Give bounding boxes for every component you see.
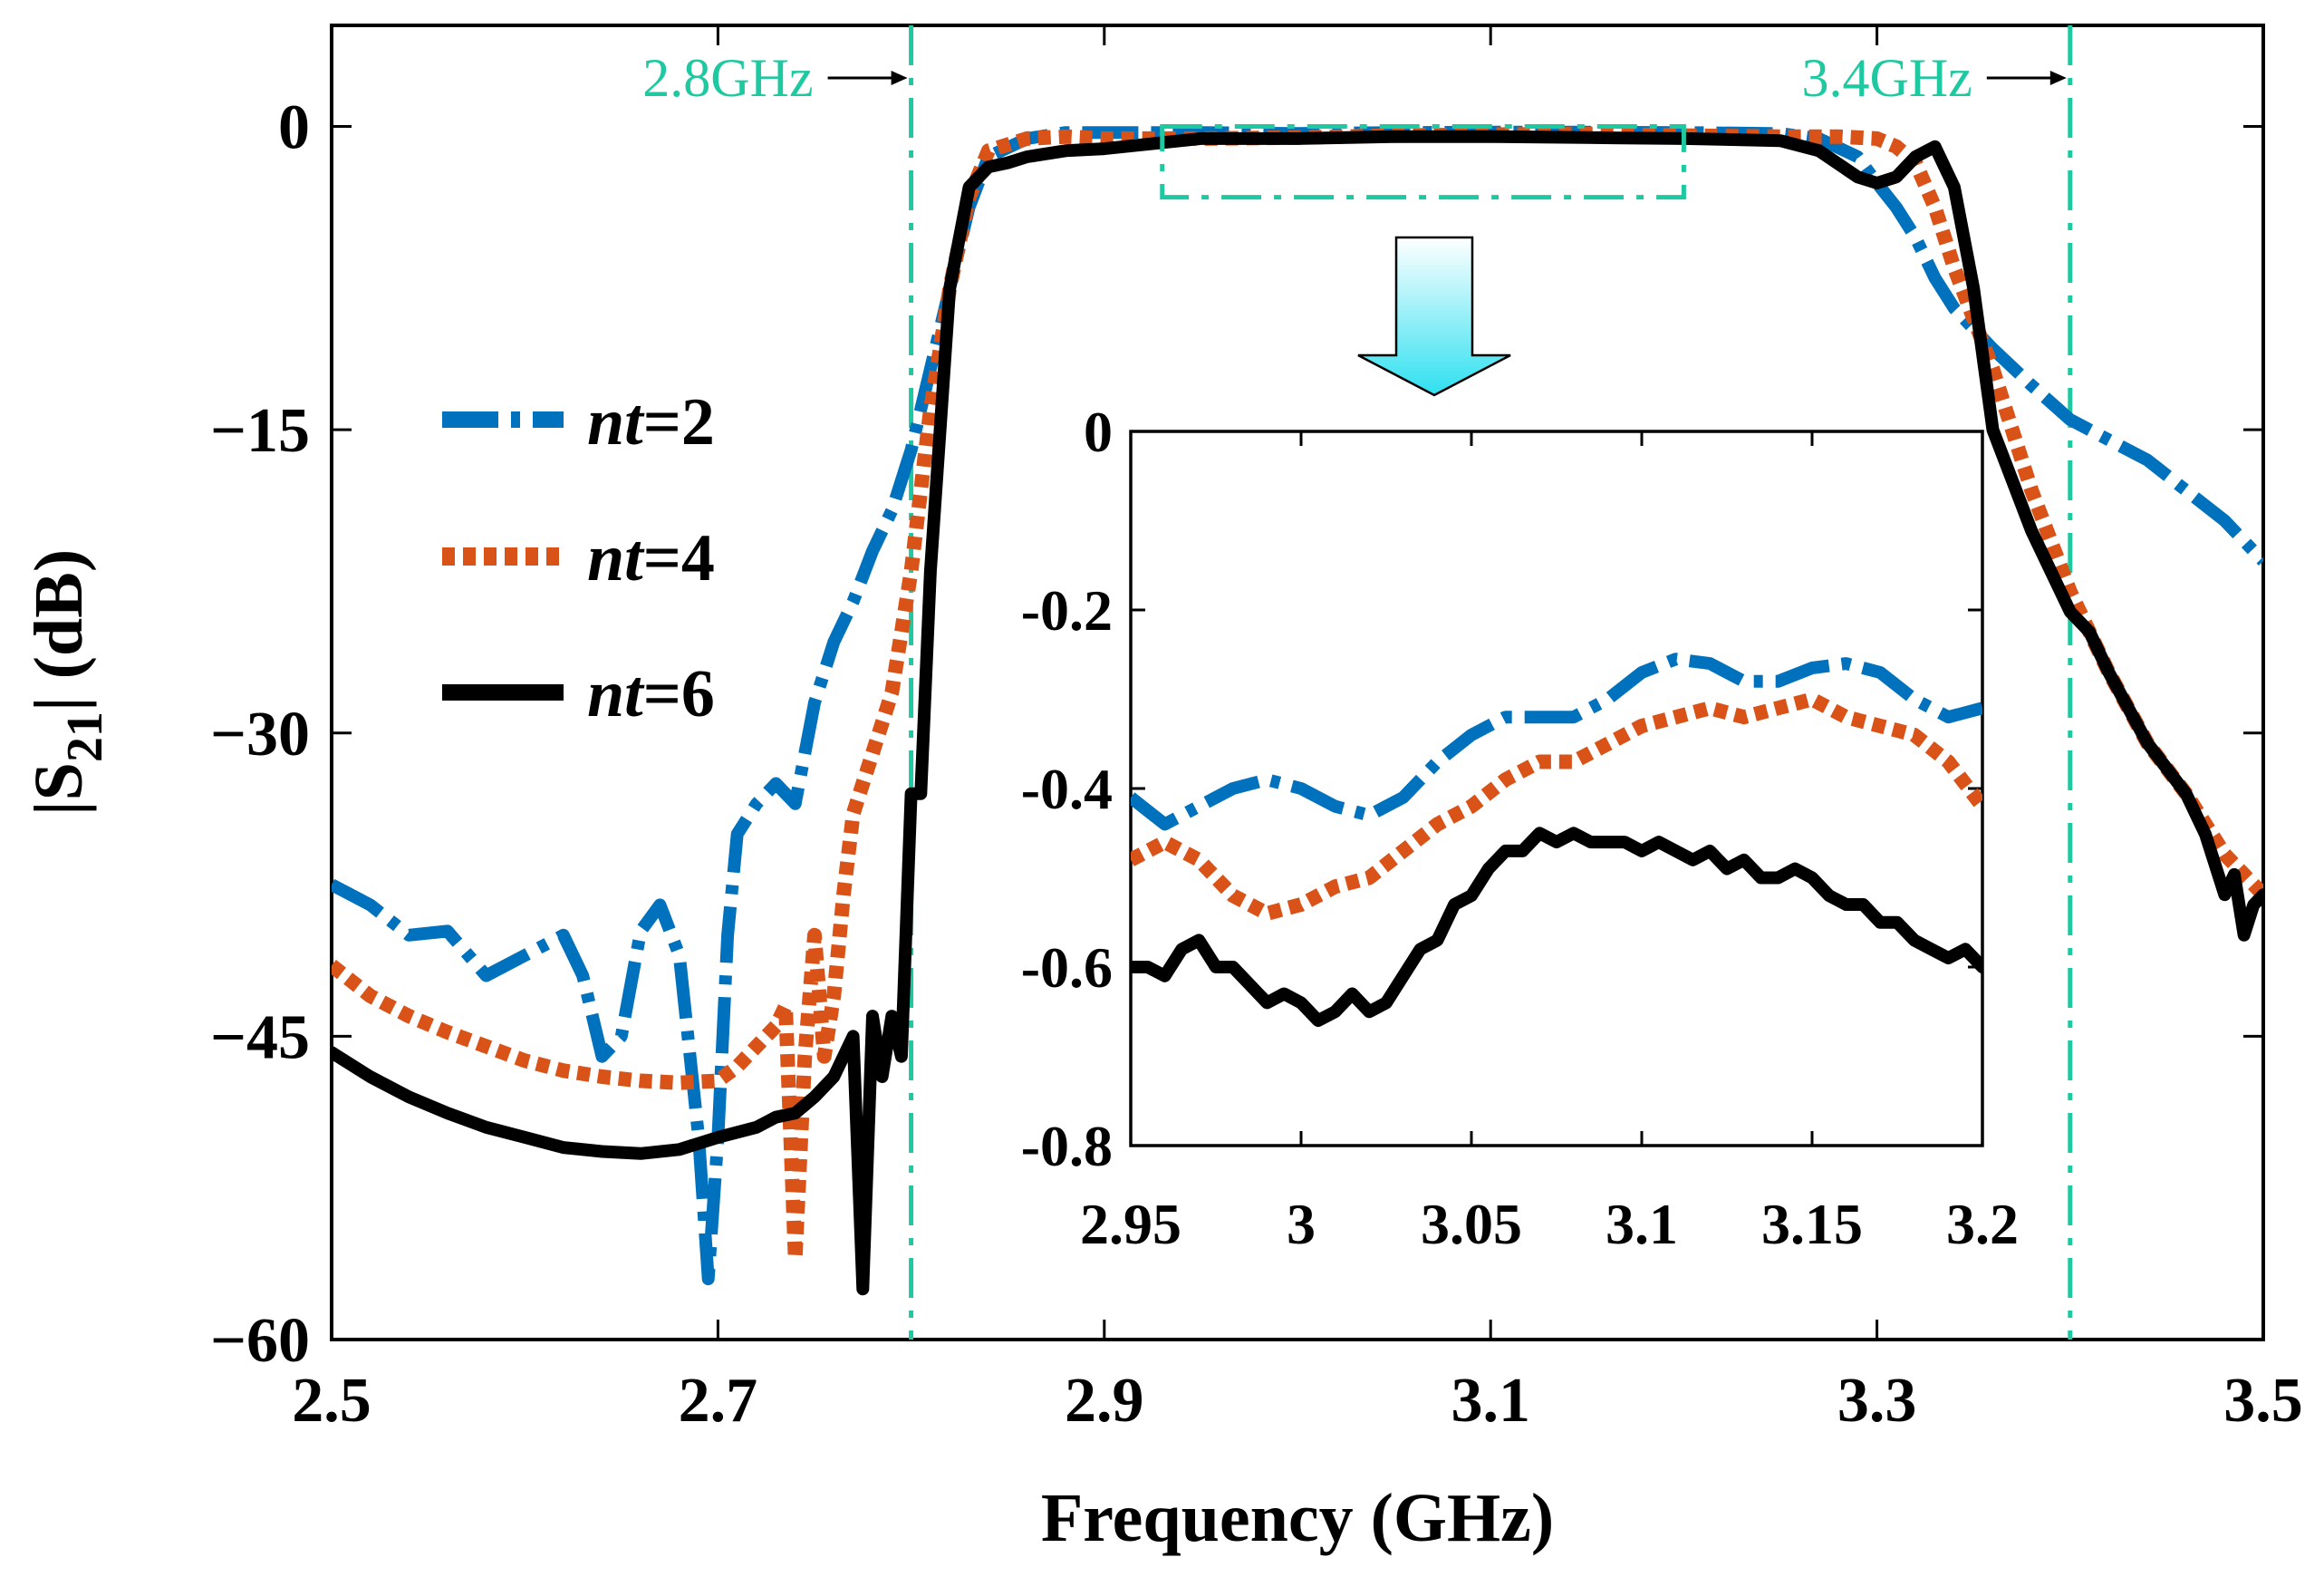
x-tick-label: 3.1 (1451, 1366, 1530, 1436)
x-tick-label: 2.5 (292, 1366, 371, 1436)
inset-zoom-plot: 2.95 3 3.05 3.1 3.15 3.2 0 -0.2 -0.4 -0.6 -0.8 (1021, 400, 2019, 1256)
legend-label-nt4-italic: nt (587, 521, 645, 595)
y-axis-title-main: |S (21, 762, 97, 816)
main-tick-labels: 2.5 2.7 2.9 3.1 3.3 3.5 0 −15 −30 −45 −60 (210, 93, 2303, 1436)
inset-series-line-nt6 (1131, 827, 1982, 1028)
legend-label-nt2-italic: nt (587, 385, 645, 460)
marker-arrowhead-icon-2 (2049, 71, 2067, 85)
inset-x-tick-label: 3 (1287, 1192, 1316, 1256)
series-line-nt2 (332, 125, 2263, 1286)
x-tick-label: 2.7 (679, 1366, 758, 1436)
frequency-markers: 2.8GHz 3.4GHz (642, 25, 2073, 1340)
x-axis-title: Frequency (GHz) (1041, 1480, 1554, 1556)
legend: nt=2 nt=4 nt=6 (442, 385, 715, 731)
y-tick-label: −30 (210, 700, 310, 769)
y-axis-title-rest: | (dB) (21, 549, 97, 711)
y-tick-label: 0 (278, 93, 310, 163)
inset-x-tick-label: 2.95 (1080, 1192, 1181, 1256)
legend-label-nt6-italic: nt (587, 657, 645, 731)
y-axis-title-sub: 21 (57, 711, 113, 762)
inset-tick-labels: 2.95 3 3.05 3.1 3.15 3.2 0 -0.2 -0.4 -0.6 -0.8 (1021, 400, 2019, 1256)
legend-label-nt6-rest: =6 (643, 657, 715, 731)
inset-y-tick-label: -0.8 (1021, 1114, 1113, 1178)
inset-x-tick-label: 3.2 (1946, 1192, 2019, 1256)
marker-arrowhead-icon-1 (891, 71, 908, 85)
inset-series-group (1131, 653, 1982, 1028)
y-tick-label: −60 (210, 1306, 310, 1376)
zoom-region-box (1160, 124, 1686, 200)
inset-y-tick-label: -0.2 (1021, 578, 1113, 643)
marker-label-1: 2.8GHz (642, 48, 813, 108)
inset-y-tick-label: -0.4 (1021, 757, 1113, 821)
inset-series-line-nt4 (1131, 692, 1982, 921)
marker-label-2: 3.4GHz (1802, 48, 1972, 108)
legend-label-nt4: nt=4 (587, 521, 715, 595)
inset-series-line-nt2 (1131, 653, 1982, 831)
x-tick-label: 3.3 (1837, 1366, 1917, 1436)
y-axis-title: |S21| (dB) (21, 549, 113, 816)
legend-label-nt2: nt=2 (587, 385, 715, 460)
legend-label-nt2-rest: =2 (643, 385, 715, 460)
y-tick-label: −15 (210, 396, 310, 466)
inset-y-tick-label: -0.6 (1021, 935, 1113, 1000)
series-line-nt4 (332, 127, 2263, 1266)
inset-plot-frame (1129, 430, 1984, 1147)
main-ticks (330, 25, 2265, 1341)
inset-y-tick-label: 0 (1084, 400, 1113, 464)
legend-label-nt6: nt=6 (587, 657, 715, 731)
legend-label-nt4-rest: =4 (643, 521, 715, 595)
main-plot-frame (330, 24, 2265, 1341)
inset-x-tick-label: 3.05 (1421, 1192, 1522, 1256)
series-line-nt6 (332, 130, 2263, 1296)
inset-x-tick-label: 3.15 (1761, 1192, 1863, 1256)
x-tick-label: 3.5 (2223, 1366, 2303, 1436)
zoom-down-arrow-icon (1357, 236, 1511, 397)
main-series-group (332, 125, 2263, 1296)
x-tick-label: 2.9 (1065, 1366, 1144, 1436)
y-tick-label: −45 (210, 1002, 310, 1072)
inset-x-tick-label: 3.1 (1606, 1192, 1678, 1256)
